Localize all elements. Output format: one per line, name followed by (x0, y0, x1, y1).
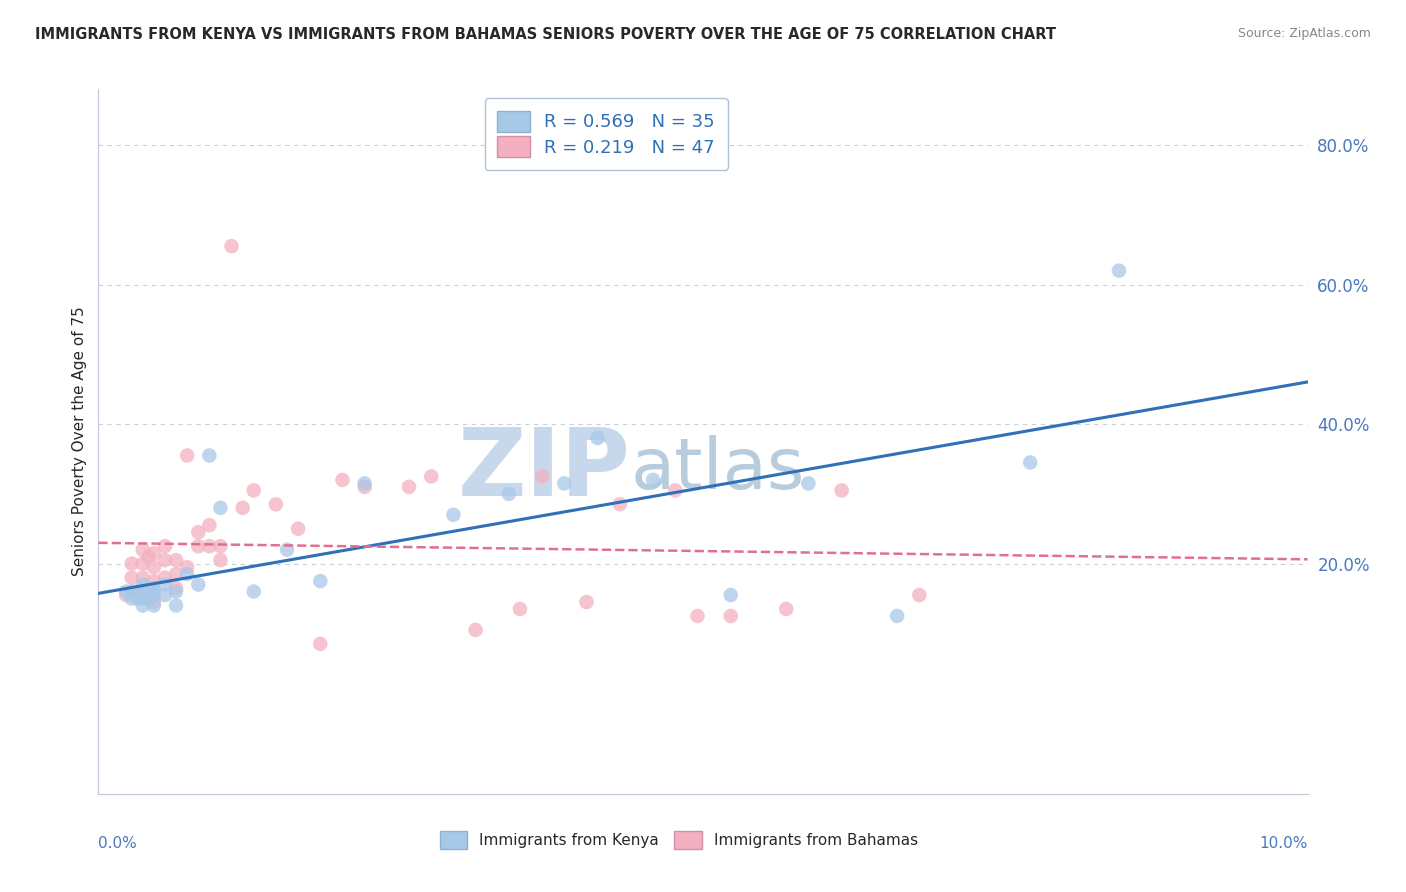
Point (586, 431, 609, 445)
Point (441, 508, 464, 522)
Point (831, 483, 853, 498)
Point (176, 560, 198, 574)
Point (187, 525, 209, 540)
Point (176, 567, 198, 582)
Point (198, 539, 221, 553)
Point (132, 557, 155, 571)
Point (165, 599, 187, 613)
Point (132, 584, 155, 599)
Point (575, 595, 598, 609)
Point (720, 609, 742, 624)
Text: 0.0%: 0.0% (98, 836, 138, 851)
Point (115, 584, 138, 599)
Point (115, 588, 138, 602)
Point (153, 571, 176, 585)
Point (1019, 455, 1042, 469)
Point (720, 588, 742, 602)
Point (127, 591, 149, 606)
Point (775, 602, 797, 616)
Point (121, 571, 143, 585)
Point (198, 518, 221, 533)
Point (221, 239, 243, 253)
Point (553, 476, 575, 491)
Point (132, 571, 155, 585)
Point (165, 553, 187, 567)
Point (142, 588, 165, 602)
Point (121, 591, 143, 606)
Point (142, 599, 165, 613)
Point (142, 560, 165, 574)
Point (165, 567, 187, 582)
Point (353, 476, 375, 491)
Point (187, 577, 209, 591)
Point (138, 591, 160, 606)
Point (531, 469, 554, 483)
Point (287, 522, 309, 536)
Point (420, 469, 443, 483)
Point (153, 577, 176, 591)
Point (309, 637, 332, 651)
Point (153, 539, 176, 553)
Point (209, 553, 232, 567)
Point (398, 480, 420, 494)
Point (209, 500, 232, 515)
Point (353, 480, 375, 494)
Point (242, 483, 264, 498)
Point (686, 609, 709, 624)
Point (664, 483, 686, 498)
Point (509, 602, 531, 616)
Text: ZIP: ZIP (457, 424, 630, 516)
Point (121, 557, 143, 571)
Point (142, 546, 165, 560)
Point (121, 584, 143, 599)
Text: 10.0%: 10.0% (1260, 836, 1308, 851)
Point (886, 609, 908, 624)
Point (209, 539, 232, 553)
Point (142, 574, 165, 588)
Point (132, 591, 155, 606)
Point (332, 473, 354, 487)
Point (198, 449, 221, 463)
Text: Source: ZipAtlas.com: Source: ZipAtlas.com (1237, 27, 1371, 40)
Point (498, 487, 520, 501)
Y-axis label: Seniors Poverty Over the Age of 75: Seniors Poverty Over the Age of 75 (72, 307, 87, 576)
Point (232, 500, 254, 515)
Point (153, 588, 176, 602)
Point (1108, 263, 1130, 277)
Point (165, 584, 187, 599)
Point (908, 588, 931, 602)
Text: atlas: atlas (630, 435, 804, 504)
Point (142, 584, 165, 599)
Point (641, 473, 664, 487)
Text: IMMIGRANTS FROM KENYA VS IMMIGRANTS FROM BAHAMAS SENIORS POVERTY OVER THE AGE OF: IMMIGRANTS FROM KENYA VS IMMIGRANTS FROM… (35, 27, 1056, 42)
Point (132, 599, 155, 613)
Point (464, 623, 486, 637)
Point (309, 574, 332, 588)
Point (153, 553, 176, 567)
Point (797, 476, 820, 491)
Point (609, 497, 631, 511)
Point (264, 497, 287, 511)
Point (132, 542, 155, 557)
Point (276, 542, 298, 557)
Point (187, 539, 209, 553)
Legend: Immigrants from Kenya, Immigrants from Bahamas: Immigrants from Kenya, Immigrants from B… (432, 824, 925, 856)
Point (138, 549, 160, 564)
Point (142, 581, 165, 595)
Point (132, 577, 155, 591)
Point (176, 449, 198, 463)
Point (165, 581, 187, 595)
Point (242, 584, 264, 599)
Point (142, 595, 165, 609)
Point (127, 584, 149, 599)
